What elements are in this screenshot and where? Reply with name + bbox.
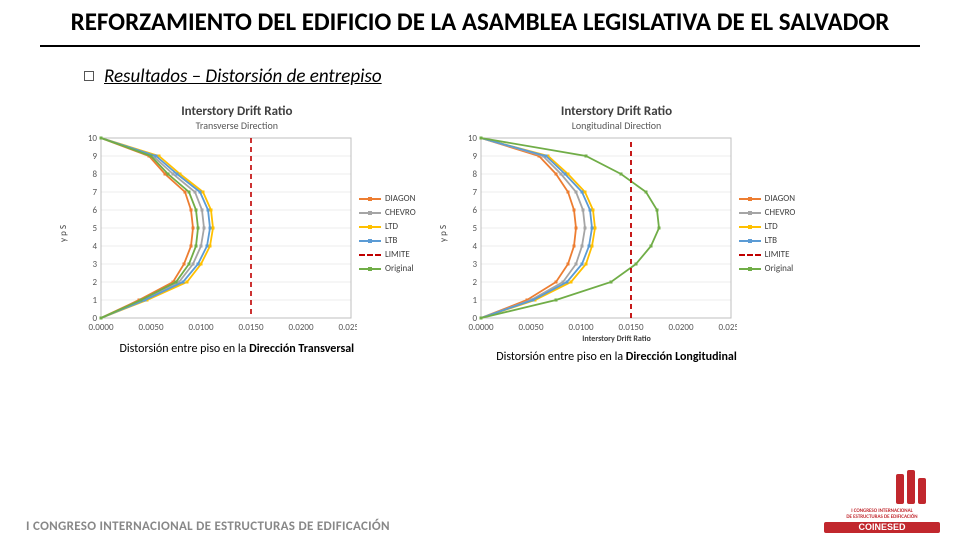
- svg-text:0.0000: 0.0000: [468, 322, 494, 333]
- y-axis-label: y p S: [58, 225, 69, 242]
- svg-text:5: 5: [472, 223, 477, 234]
- legend-label: LTD: [765, 221, 778, 232]
- bullet-icon: [84, 71, 94, 81]
- chart-svg: 0123456789100.00000.00500.01000.01500.02…: [451, 132, 737, 336]
- svg-text:0.0050: 0.0050: [518, 322, 544, 333]
- legend-item: LTD: [739, 221, 796, 232]
- coinesed-logo: I CONGRESO INTERNACIONAL DE ESTRUCTURAS …: [822, 470, 942, 534]
- legend-label: CHEVRO: [385, 207, 416, 218]
- svg-text:5: 5: [92, 223, 97, 234]
- chart-subtitle: Transverse Direction: [58, 119, 416, 132]
- chart-subtitle: Longitudinal Direction: [438, 119, 796, 132]
- chart-svg: 0123456789100.00000.00500.01000.01500.02…: [71, 132, 357, 336]
- legend-label: LTB: [765, 235, 777, 246]
- legend-label: DIAGON: [765, 193, 795, 204]
- legend-item: CHEVRO: [359, 207, 416, 218]
- legend-label: DIAGON: [385, 193, 415, 204]
- legend-item: Original: [739, 263, 796, 274]
- svg-text:9: 9: [472, 151, 477, 162]
- legend-item: CHEVRO: [739, 207, 796, 218]
- chart-caption: Distorsión entre piso en la Dirección Lo…: [438, 350, 796, 364]
- legend-label: LIMITE: [385, 249, 410, 260]
- svg-text:DE ESTRUCTURAS DE EDIFICACIÓN: DE ESTRUCTURAS DE EDIFICACIÓN: [846, 512, 917, 520]
- svg-text:0.0150: 0.0150: [618, 322, 644, 333]
- svg-text:1: 1: [472, 295, 477, 306]
- svg-text:0.0050: 0.0050: [138, 322, 164, 333]
- chart-panel: Interstory Drift Ratio Longitudinal Dire…: [438, 104, 796, 364]
- legend: DIAGON CHEVRO LTD LTB LIMITE Original: [359, 190, 416, 277]
- legend-label: CHEVRO: [765, 207, 796, 218]
- section-subtitle: Resultados – Distorsión de entrepiso: [104, 65, 382, 88]
- svg-text:6: 6: [92, 205, 97, 216]
- legend-label: Original: [385, 263, 414, 274]
- legend-label: LTD: [385, 221, 398, 232]
- legend-item: LTB: [359, 235, 416, 246]
- title-divider: [40, 45, 920, 47]
- y-axis-label: y p S: [438, 225, 449, 242]
- chart-title: Interstory Drift Ratio: [438, 104, 796, 119]
- legend-item: DIAGON: [739, 193, 796, 204]
- svg-text:0.0250: 0.0250: [718, 322, 737, 333]
- svg-text:10: 10: [88, 133, 98, 144]
- svg-text:0.0250: 0.0250: [338, 322, 357, 333]
- svg-text:0.0100: 0.0100: [188, 322, 214, 333]
- svg-text:3: 3: [472, 259, 477, 270]
- footer-text: I CONGRESO INTERNACIONAL DE ESTRUCTURAS …: [26, 519, 390, 534]
- svg-text:8: 8: [472, 169, 477, 180]
- legend-item: LIMITE: [359, 249, 416, 260]
- svg-text:7: 7: [472, 187, 477, 198]
- legend: DIAGON CHEVRO LTD LTB LIMITE Original: [739, 190, 796, 277]
- legend-item: LTB: [739, 235, 796, 246]
- svg-text:COINESED: COINESED: [858, 522, 906, 532]
- svg-text:3: 3: [92, 259, 97, 270]
- svg-text:2: 2: [92, 277, 97, 288]
- svg-text:2: 2: [472, 277, 477, 288]
- legend-item: Original: [359, 263, 416, 274]
- svg-text:0.0000: 0.0000: [88, 322, 114, 333]
- svg-text:0.0200: 0.0200: [668, 322, 694, 333]
- svg-text:0.0150: 0.0150: [238, 322, 264, 333]
- svg-text:4: 4: [92, 241, 97, 252]
- legend-item: DIAGON: [359, 193, 416, 204]
- legend-label: LTB: [385, 235, 397, 246]
- page-title: REFORZAMIENTO DEL EDIFICIO DE LA ASAMBLE…: [40, 8, 920, 37]
- svg-text:1: 1: [92, 295, 97, 306]
- legend-label: LIMITE: [765, 249, 790, 260]
- svg-text:6: 6: [472, 205, 477, 216]
- svg-text:10: 10: [468, 133, 478, 144]
- svg-text:8: 8: [92, 169, 97, 180]
- chart-caption: Distorsión entre piso en la Dirección Tr…: [58, 342, 416, 356]
- legend-item: LIMITE: [739, 249, 796, 260]
- legend-item: LTD: [359, 221, 416, 232]
- svg-text:0.0200: 0.0200: [288, 322, 314, 333]
- svg-text:4: 4: [472, 241, 477, 252]
- chart-panel: Interstory Drift Ratio Transverse Direct…: [58, 104, 416, 364]
- chart-title: Interstory Drift Ratio: [58, 104, 416, 119]
- svg-text:0.0100: 0.0100: [568, 322, 594, 333]
- legend-label: Original: [765, 263, 794, 274]
- svg-text:7: 7: [92, 187, 97, 198]
- svg-text:9: 9: [92, 151, 97, 162]
